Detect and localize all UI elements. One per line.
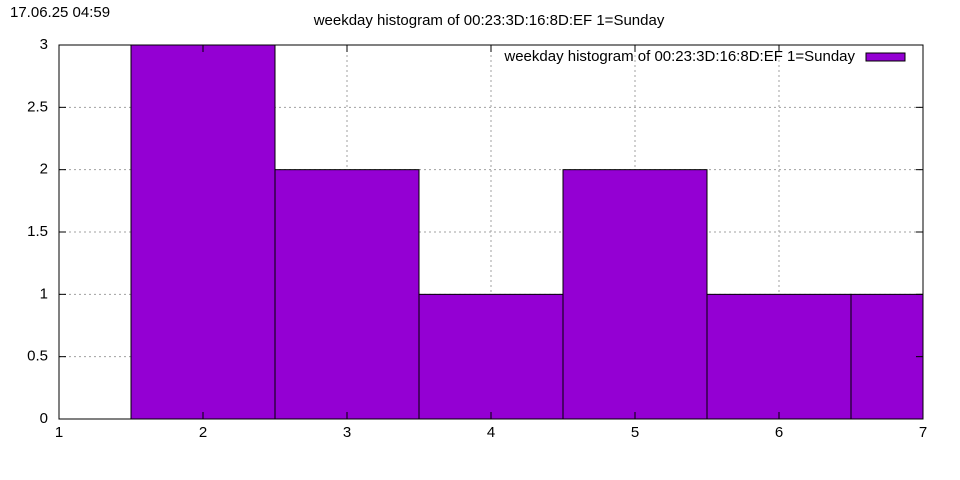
bar <box>850 293 923 419</box>
legend: weekday histogram of 00:23:3D:16:8D:EF 1… <box>503 48 906 65</box>
y-tick-label: 0.5 <box>27 348 48 365</box>
y-tick-label: 3 <box>40 36 48 53</box>
timestamp: 17.06.25 04:59 <box>10 4 110 21</box>
ticks: 0 0.5 1 1.5 2 2.5 3 1 2 3 4 5 6 7 <box>27 36 927 441</box>
x-tick-label: 5 <box>631 424 639 441</box>
x-tick-label: 2 <box>199 424 207 441</box>
y-tick-label: 2.5 <box>27 98 48 115</box>
bar <box>562 169 708 419</box>
x-tick-label: 1 <box>55 424 63 441</box>
x-tick-label: 3 <box>343 424 351 441</box>
y-tick-label: 1 <box>40 285 48 302</box>
bar <box>418 293 564 419</box>
y-tick-label: 0 <box>40 410 48 427</box>
y-tick-label: 1.5 <box>27 223 48 240</box>
x-tick-label: 6 <box>775 424 783 441</box>
bar <box>130 45 276 419</box>
legend-swatch <box>865 52 906 62</box>
bars <box>130 45 923 419</box>
x-tick-label: 4 <box>487 424 495 441</box>
bar <box>274 169 420 419</box>
y-tick-label: 2 <box>40 161 48 178</box>
chart-title: weekday histogram of 00:23:3D:16:8D:EF 1… <box>313 12 665 29</box>
legend-label: weekday histogram of 00:23:3D:16:8D:EF 1… <box>503 48 855 65</box>
bar <box>706 293 852 419</box>
x-tick-label: 7 <box>919 424 927 441</box>
